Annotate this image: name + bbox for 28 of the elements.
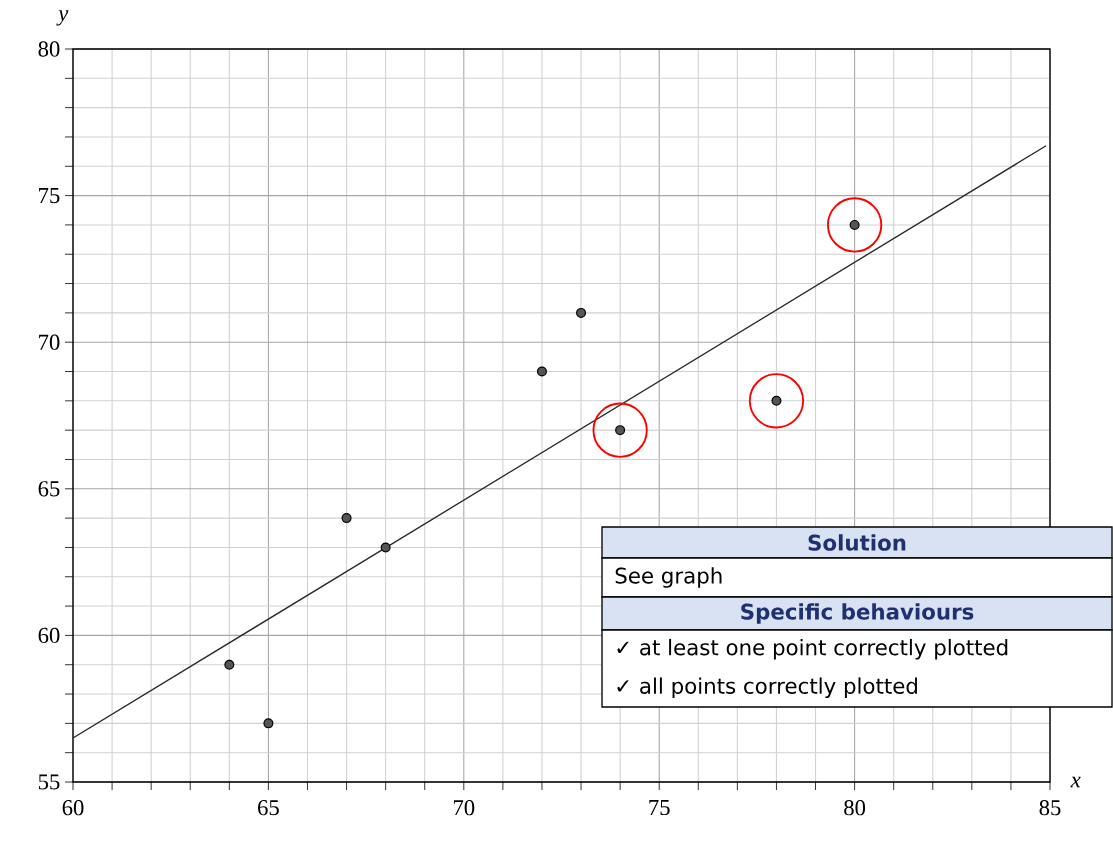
point bbox=[263, 718, 274, 729]
point bbox=[771, 395, 782, 406]
point bbox=[341, 513, 352, 524]
y-tick-label: 55 bbox=[38, 774, 60, 790]
annotation: See graph bbox=[615, 567, 722, 588]
annotation: Solution bbox=[808, 534, 906, 551]
point bbox=[380, 542, 391, 553]
x-tick-label: 85 bbox=[1039, 800, 1061, 816]
y-tick-label: 80 bbox=[38, 41, 60, 57]
point bbox=[536, 366, 547, 377]
annotation: Specific behaviours bbox=[741, 603, 974, 624]
x-tick-label: 65 bbox=[258, 800, 279, 816]
point bbox=[615, 425, 626, 436]
y-tick-label: 65 bbox=[38, 481, 60, 497]
x-tick-label: 80 bbox=[844, 800, 866, 816]
y-tick-label: 75 bbox=[39, 188, 60, 204]
x-tick-label: 75 bbox=[649, 800, 670, 816]
x-axis-title: x bbox=[1070, 776, 1081, 788]
y-axis-title: y bbox=[56, 10, 69, 26]
x-tick-label: 60 bbox=[62, 800, 84, 816]
point bbox=[849, 219, 860, 230]
x-tick-label: 70 bbox=[453, 800, 475, 816]
y-tick-label: 70 bbox=[39, 334, 60, 350]
point bbox=[576, 307, 587, 318]
annotation: ✓ at least one point correctly plotted bbox=[617, 638, 1008, 660]
y-tick-label: 60 bbox=[38, 627, 60, 644]
point bbox=[224, 659, 235, 670]
annotation: ✓ all points correctly plotted bbox=[617, 677, 917, 699]
